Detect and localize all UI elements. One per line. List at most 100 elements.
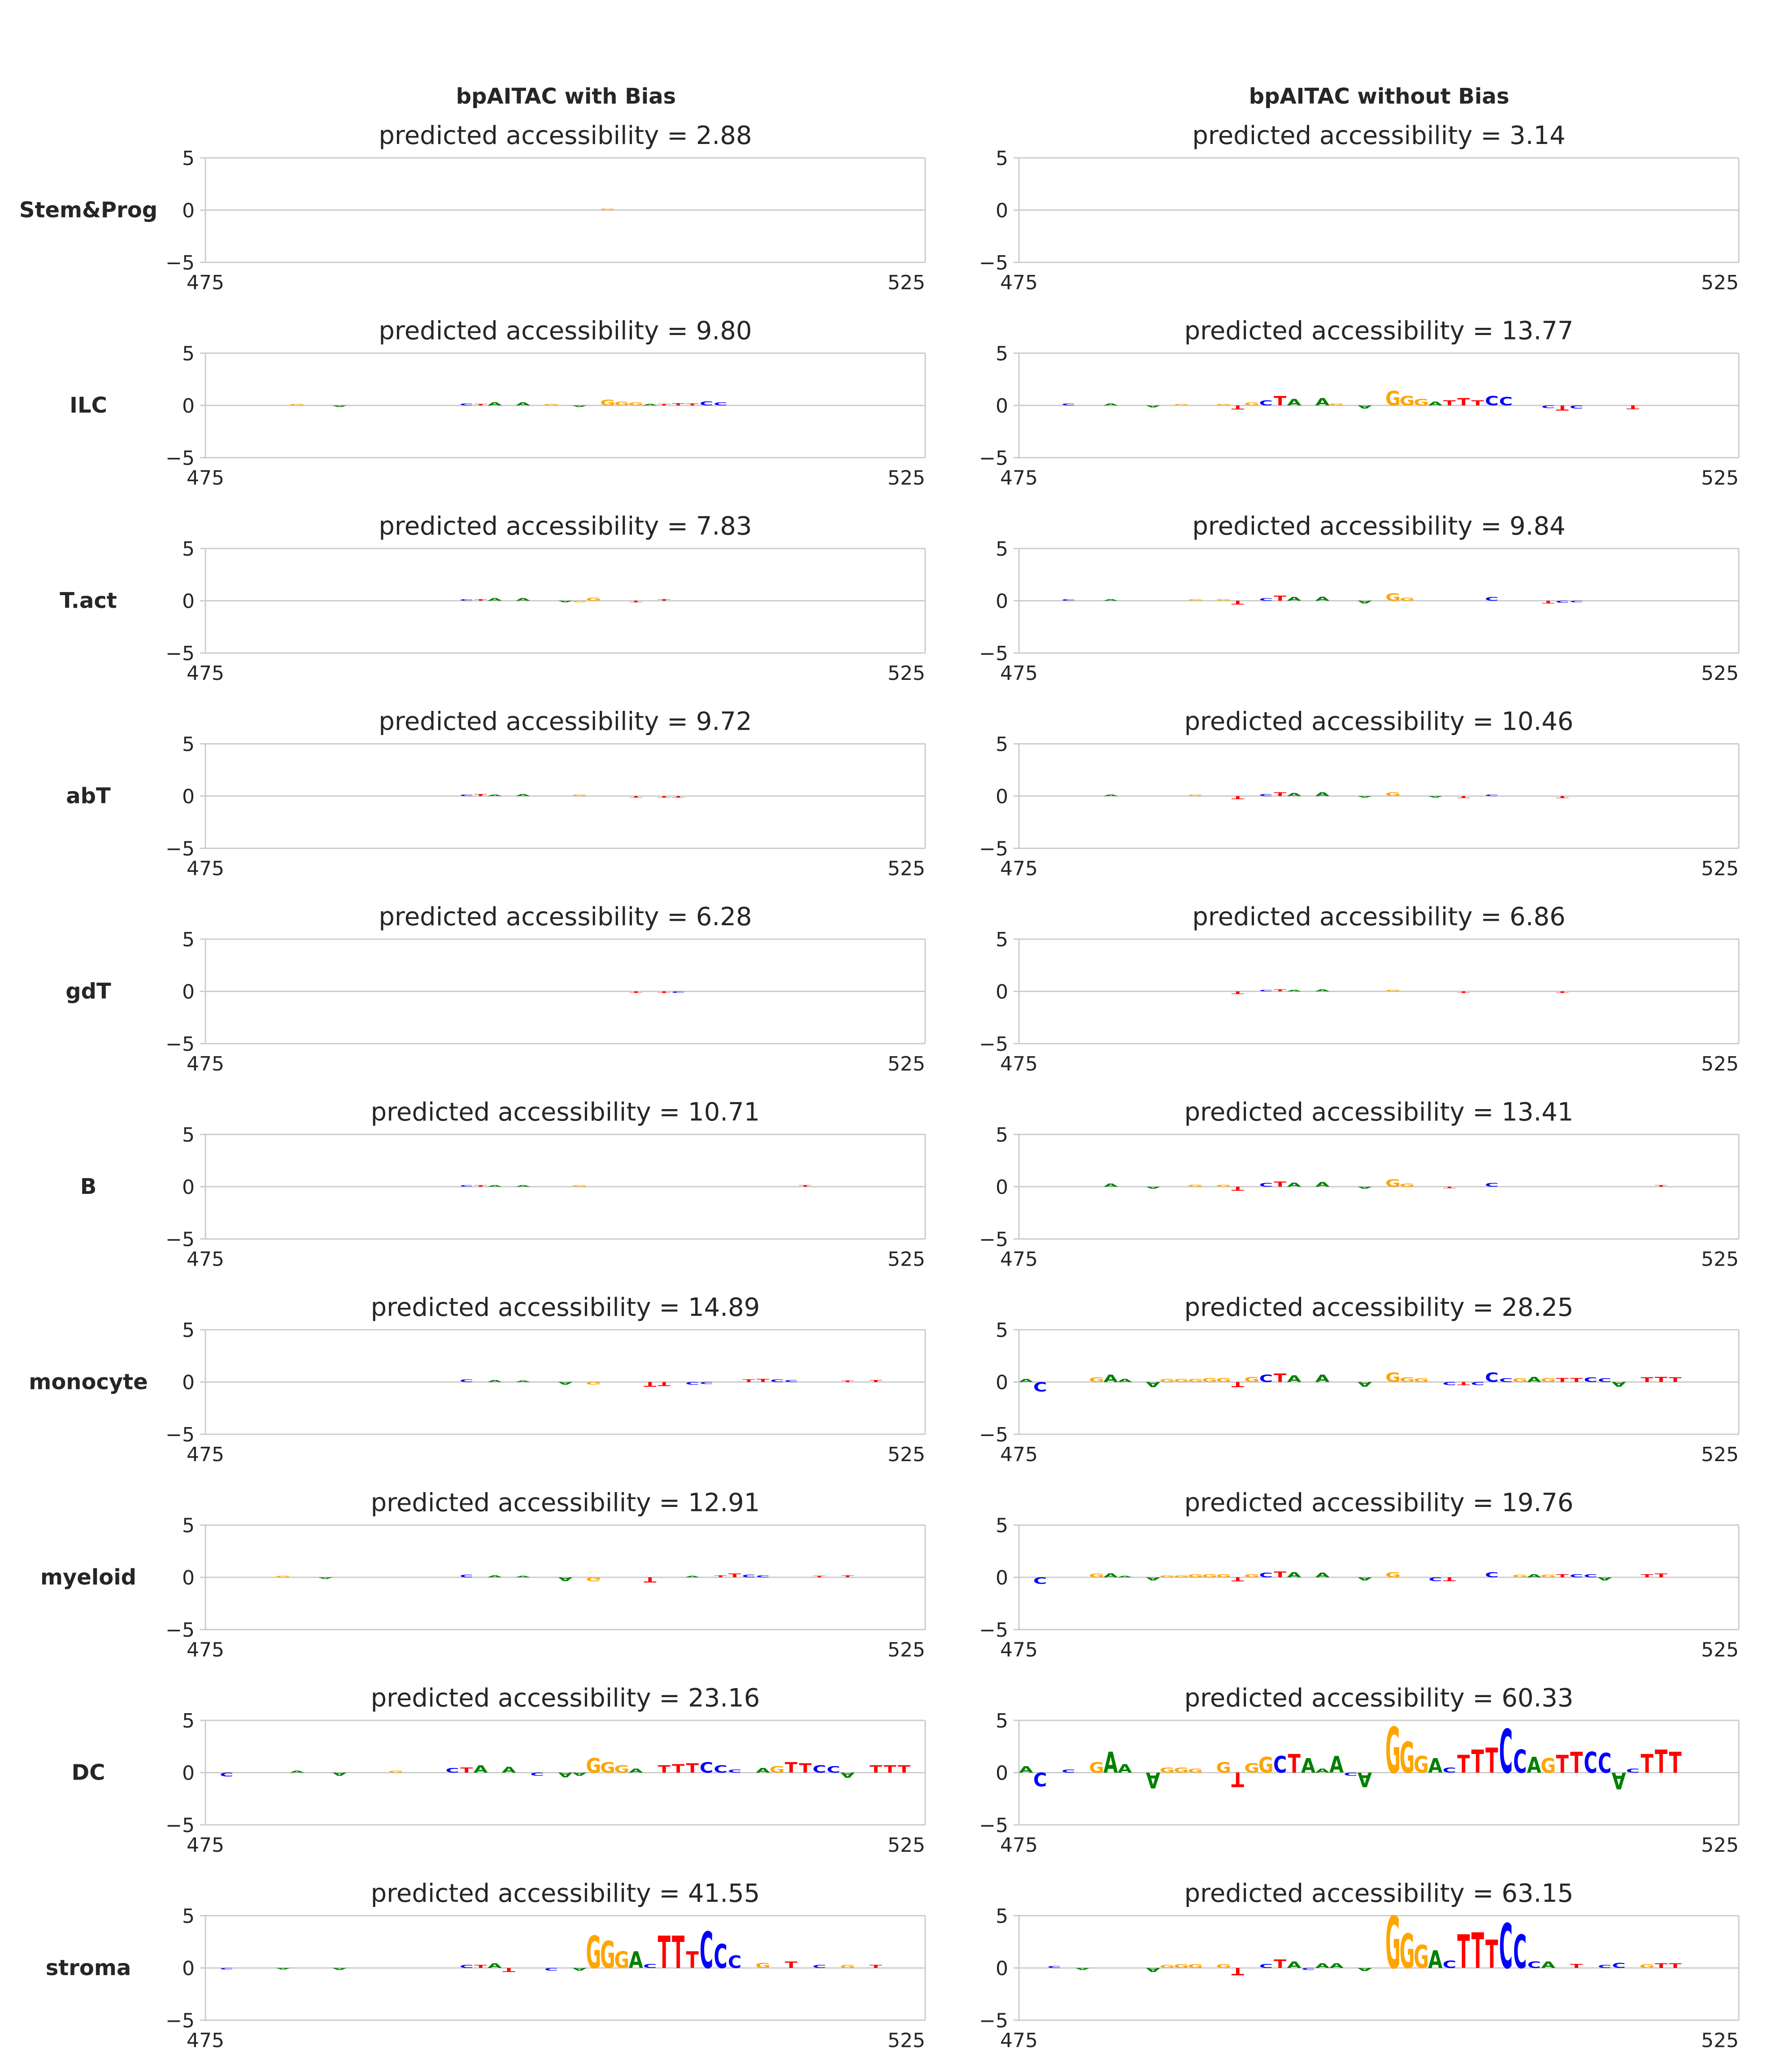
x-tick-label: 525 bbox=[1701, 662, 1739, 685]
logo-letter-T: T bbox=[813, 1576, 826, 1578]
y-tick-label: 0 bbox=[182, 1762, 195, 1785]
y-tick-label: 0 bbox=[182, 1371, 195, 1394]
y-tick-label: −5 bbox=[979, 447, 1008, 470]
logo-letter-C: C bbox=[1033, 1575, 1047, 1585]
logo-letter-C: C bbox=[544, 1967, 558, 1971]
logo-letter-T: T bbox=[1232, 1185, 1244, 1192]
row-label: Stem&Prog bbox=[19, 198, 157, 223]
y-tick-label: 0 bbox=[182, 200, 195, 222]
y-tick-label: 0 bbox=[996, 1762, 1008, 1785]
logo-letter-A: A bbox=[516, 401, 531, 406]
logo-letter-T: T bbox=[1457, 1926, 1470, 1979]
logo-letter-A: A bbox=[1315, 1181, 1330, 1188]
logo-letter-A: A bbox=[572, 1967, 587, 1971]
y-tick-label: 0 bbox=[182, 785, 195, 808]
logo-letter-G: G bbox=[586, 1381, 601, 1385]
logo-letter-G: G bbox=[600, 209, 615, 211]
logo-letter-G: G bbox=[1244, 1376, 1259, 1384]
y-tick-label: −5 bbox=[165, 1423, 195, 1446]
logo-letter-A: A bbox=[516, 1185, 530, 1187]
logo-letter-A: A bbox=[1315, 989, 1330, 992]
y-tick-label: −5 bbox=[979, 1033, 1008, 1056]
x-tick-label: 525 bbox=[888, 662, 925, 685]
y-tick-label: −5 bbox=[165, 1033, 195, 1056]
y-tick-label: −5 bbox=[979, 2010, 1008, 2033]
logo-letter-A: A bbox=[1104, 1373, 1118, 1384]
logo-letter-T: T bbox=[799, 1761, 812, 1776]
logo-letter-C: C bbox=[1062, 1769, 1075, 1774]
logo-letter-A: A bbox=[1287, 1182, 1302, 1188]
logo-letter-T: T bbox=[1232, 1767, 1245, 1791]
logo-letter-T: T bbox=[1556, 991, 1569, 993]
logo-letter-A: A bbox=[1329, 1962, 1344, 1970]
logo-letter-T: T bbox=[1556, 795, 1569, 798]
logo-letter-T: T bbox=[728, 1573, 741, 1579]
y-tick-label: 5 bbox=[996, 343, 1008, 366]
logo-letter-A: A bbox=[1428, 1754, 1443, 1778]
logo-letter-T: T bbox=[757, 1378, 770, 1383]
x-tick-label: 475 bbox=[1000, 1639, 1038, 1662]
logo-letter-C: C bbox=[1062, 599, 1075, 601]
logo-letter-G: G bbox=[388, 1770, 404, 1773]
logo-letter-T: T bbox=[658, 796, 670, 798]
row-label: B bbox=[80, 1174, 97, 1199]
logo-letter-C: C bbox=[1259, 793, 1273, 797]
panel-title: predicted accessibility = 9.72 bbox=[379, 707, 752, 736]
logo-letter-A: A bbox=[1611, 1767, 1626, 1793]
logo-letter-C: C bbox=[1062, 403, 1075, 406]
x-tick-label: 525 bbox=[1701, 1834, 1739, 1857]
logo-letter-G: G bbox=[600, 1759, 615, 1776]
logo-letter-C: C bbox=[1570, 1573, 1583, 1578]
logo-letter-A: A bbox=[558, 1771, 572, 1779]
y-tick-label: −5 bbox=[165, 2010, 195, 2033]
x-tick-label: 525 bbox=[888, 1248, 925, 1271]
logo-letter-G: G bbox=[1512, 1574, 1528, 1578]
logo-letter-A: A bbox=[1315, 792, 1330, 797]
logo-letter-G: G bbox=[1159, 1964, 1175, 1969]
logo-letter-C: C bbox=[643, 1963, 657, 1970]
logo-letter-C: C bbox=[446, 1767, 459, 1775]
panel-title: predicted accessibility = 63.15 bbox=[1184, 1879, 1574, 1908]
logo-letter-C: C bbox=[1033, 1379, 1047, 1393]
y-tick-label: 5 bbox=[182, 147, 195, 170]
y-tick-label: 0 bbox=[996, 1957, 1008, 1980]
logo-letter-T: T bbox=[1274, 1371, 1287, 1385]
logo-letter-G: G bbox=[1399, 1734, 1415, 1783]
panel-title: predicted accessibility = 10.71 bbox=[371, 1098, 760, 1127]
y-tick-label: −5 bbox=[165, 1619, 195, 1642]
logo-letter-T: T bbox=[686, 1761, 699, 1776]
logo-letter-G: G bbox=[1188, 599, 1203, 601]
logo-letter-C: C bbox=[1443, 1959, 1456, 1970]
y-tick-label: 0 bbox=[996, 200, 1008, 222]
logo-letter-T: T bbox=[785, 1759, 797, 1776]
logo-letter-T: T bbox=[1457, 1750, 1470, 1779]
logo-letter-T: T bbox=[1443, 1576, 1456, 1582]
y-tick-label: 0 bbox=[182, 395, 195, 418]
panel-title: predicted accessibility = 19.76 bbox=[1184, 1489, 1574, 1518]
y-tick-label: −5 bbox=[979, 1423, 1008, 1446]
logo-letter-G: G bbox=[1414, 397, 1429, 408]
logo-letter-A: A bbox=[1104, 403, 1118, 406]
logo-letter-T: T bbox=[686, 403, 699, 406]
logo-letter-A: A bbox=[1146, 1576, 1161, 1581]
panel-title: predicted accessibility = 9.84 bbox=[1192, 512, 1565, 541]
logo-letter-A: A bbox=[1527, 1753, 1541, 1778]
logo-letter-G: G bbox=[1541, 1754, 1556, 1778]
x-tick-label: 475 bbox=[187, 467, 224, 490]
logo-letter-A: A bbox=[1287, 792, 1302, 797]
logo-letter-C: C bbox=[813, 1964, 826, 1969]
row-label: monocyte bbox=[29, 1370, 148, 1395]
logo-letter-G: G bbox=[1216, 1759, 1231, 1776]
logo-letter-G: G bbox=[1174, 404, 1189, 406]
logo-letter-C: C bbox=[1527, 1960, 1541, 1970]
logo-letter-T: T bbox=[1570, 1963, 1583, 1970]
logo-letter-G: G bbox=[1244, 1573, 1259, 1578]
logo-letter-A: A bbox=[516, 793, 530, 797]
logo-letter-A: A bbox=[1104, 1572, 1118, 1579]
logo-letter-A: A bbox=[840, 1771, 855, 1779]
y-tick-label: 0 bbox=[182, 1567, 195, 1589]
